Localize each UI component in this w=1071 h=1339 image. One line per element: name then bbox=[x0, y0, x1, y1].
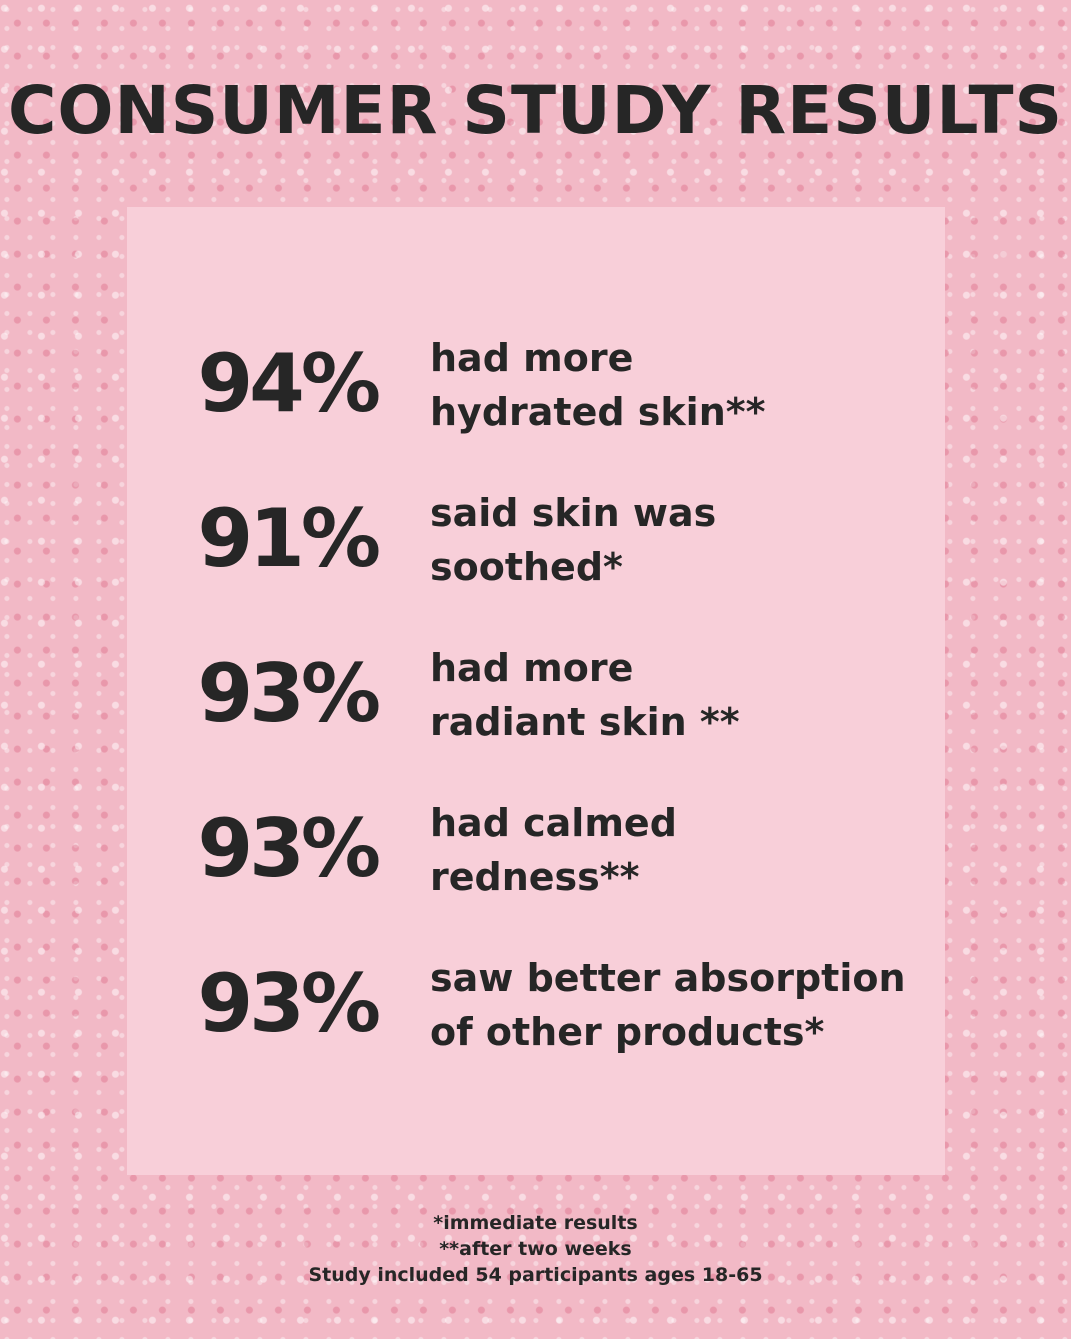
stat-row: 94% had more hydrated skin** bbox=[127, 331, 945, 441]
stat-percent: 93% bbox=[197, 647, 381, 740]
footnotes: *immediate results **after two weeks Stu… bbox=[0, 1210, 1071, 1288]
stat-row: 93% had more radiant skin ** bbox=[127, 641, 945, 751]
stat-percent: 94% bbox=[197, 337, 381, 430]
stat-row: 91% said skin was soothed* bbox=[127, 486, 945, 596]
stat-description: had more hydrated skin** bbox=[430, 336, 766, 434]
stat-description: had calmed redness** bbox=[430, 801, 677, 899]
page-title: CONSUMER STUDY RESULTS bbox=[7, 72, 1064, 149]
stat-description: said skin was soothed* bbox=[430, 491, 717, 589]
stat-row: 93% saw better absorption of other produc… bbox=[127, 951, 945, 1061]
footnote: *immediate results bbox=[433, 1212, 638, 1234]
stat-percent: 93% bbox=[197, 957, 381, 1050]
stat-percent: 93% bbox=[197, 802, 381, 895]
footnote: **after two weeks bbox=[439, 1238, 632, 1260]
stat-description: had more radiant skin ** bbox=[430, 646, 740, 744]
footnote: Study included 54 participants ages 18-6… bbox=[308, 1264, 763, 1286]
stat-description: saw better absorption of other products* bbox=[430, 956, 906, 1054]
stat-percent: 91% bbox=[197, 492, 381, 585]
stat-row: 93% had calmed redness** bbox=[127, 796, 945, 906]
results-panel: 94% had more hydrated skin** 91% said ski… bbox=[127, 207, 945, 1175]
